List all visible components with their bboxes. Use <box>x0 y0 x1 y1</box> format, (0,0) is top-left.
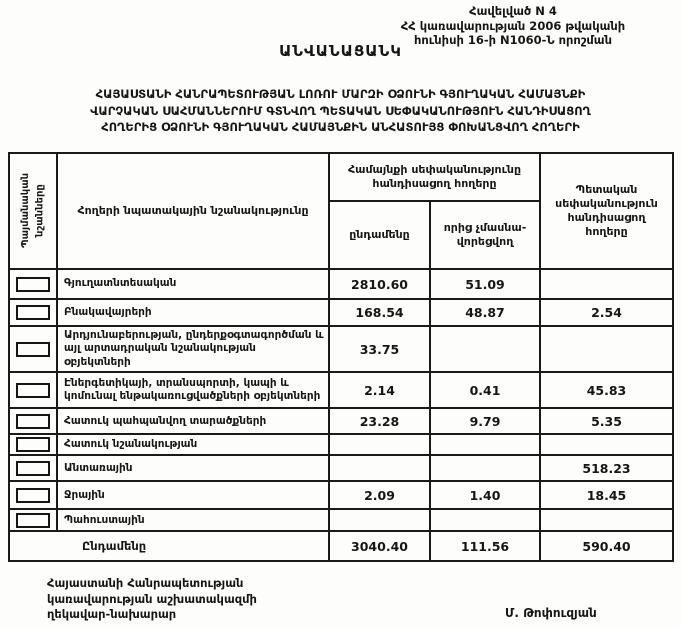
legend-symbol-box <box>16 341 50 357</box>
signatory-name: Մ. Թոփուզյան <box>505 606 597 620</box>
value-nonprivatized <box>429 454 541 483</box>
value-nonprivatized <box>429 433 541 457</box>
value-total: 168.54 <box>328 298 431 327</box>
symbol-cell <box>8 480 58 511</box>
table-row-industrial: Արդյունաբերության, ընդերքօգտագործման և ա… <box>8 324 674 374</box>
table-row-forest: Անտառային 518.23 <box>8 454 674 483</box>
symbol-cell <box>8 371 58 410</box>
land-category-label: Բնակավայրերի <box>56 298 330 327</box>
column-header-purpose: Հողերի նպատակային նշանակությունը <box>56 152 330 270</box>
legend-symbol-box <box>16 437 50 453</box>
office-line-3: ղեկավար-նախարար <box>47 607 177 621</box>
symbol-cell <box>8 454 58 483</box>
legend-symbol-box <box>16 276 50 292</box>
appendix-line-1: Հավելված N 4 <box>469 4 557 18</box>
value-total <box>328 454 431 483</box>
table-header-row-2: ընդամենը որից չմասնա­վորեցվող <box>9 200 673 270</box>
land-category-label: Հատուկ նշանակության <box>56 433 330 457</box>
column-header-symbols: Պայմանական նշանները <box>8 152 58 270</box>
value-nonprivatized: 9.79 <box>429 407 541 436</box>
subtitle-line-3: ՀՈՂԵՐԻՑ ՕՁՈՒՆԻ ԳՅՈՒՂԱԿԱՆ ՀԱՄԱՅՆՔԻՆ ԱՆՀԱՏ… <box>101 120 580 134</box>
table-row-special-purpose: Հատուկ նշանակության <box>8 433 674 457</box>
land-category-label: Արդյունաբերության, ընդերքօգտագործման և ա… <box>56 324 330 374</box>
table-row-agricultural: Գյուղատնտեսական 2810.60 51.09 <box>8 268 674 300</box>
value-state <box>539 324 674 374</box>
value-total: 23.28 <box>328 407 431 436</box>
document-title: ԱՆՎԱՆԱՑԱՆԿ <box>279 42 402 60</box>
symbol-cell <box>8 324 58 374</box>
table-row-residential: Բնակավայրերի 168.54 48.87 2.54 <box>8 298 674 327</box>
land-category-label: Ջրային <box>56 480 330 511</box>
table-header-row-1: Պայմանական նշանները Հողերի նպատակային նշ… <box>8 152 674 270</box>
symbol-cell <box>8 407 58 436</box>
table-row-grand-total: Ընդամենը 3040.40 111.56 590.40 <box>8 530 674 563</box>
appendix-line-2: ՀՀ կառավարության 2006 թվականի <box>400 18 626 33</box>
value-nonprivatized <box>429 508 541 533</box>
value-state: 518.23 <box>539 454 674 483</box>
total-value-nonprivatized: 111.56 <box>429 530 541 563</box>
value-total <box>328 508 431 533</box>
column-header-nonprivatized: որից չմասնա­վորեցվող <box>429 200 541 270</box>
appendix-reference: Հավելված N 4 ՀՀ կառավարության 2006 թվակա… <box>352 4 674 48</box>
column-header-total: ընդամենը <box>328 200 431 270</box>
value-total: 2.14 <box>328 371 431 410</box>
legend-symbol-box <box>16 382 50 398</box>
table-row-protected-areas: Հատուկ պահպանվող տարածքների 23.28 9.79 5… <box>8 407 674 436</box>
table-row-reserve: Պահուստային <box>8 508 674 533</box>
symbol-cell <box>8 268 58 300</box>
land-category-label: Հատուկ պահպանվող տարածքների <box>56 407 330 436</box>
column-header-symbols-label: Պայմանական նշանները <box>19 173 46 249</box>
land-category-label: Գյուղատնտեսական <box>56 268 330 300</box>
legend-symbol-box <box>16 512 50 528</box>
value-total <box>328 433 431 457</box>
value-nonprivatized: 48.87 <box>429 298 541 327</box>
value-state <box>539 268 674 300</box>
land-table: Պայմանական նշանները Հողերի նպատակային նշ… <box>8 152 674 563</box>
land-category-label: Անտառային <box>56 454 330 483</box>
legend-symbol-box <box>16 460 50 476</box>
value-state: 5.35 <box>539 407 674 436</box>
value-total: 33.75 <box>328 324 431 374</box>
value-nonprivatized: 1.40 <box>429 480 541 511</box>
column-header-state: Պետական սեփականություն հանդիսացող հողերը <box>539 152 674 270</box>
total-value-state: 590.40 <box>539 530 674 563</box>
value-total: 2810.60 <box>328 268 431 300</box>
value-total: 2.09 <box>328 480 431 511</box>
table-row-water: Ջրային 2.09 1.40 18.45 <box>8 480 674 511</box>
subtitle-line-1: ՀԱՅԱՍՏԱՆԻ ՀԱՆՐԱՊԵՏՈՒԹՅԱՆ ԼՈՌՈՒ ՄԱՐԶԻ ՕՁՈ… <box>95 87 586 101</box>
table-row-energy-transport: Էներգետիկայի, տրանսպորտի, կապի և կոմունա… <box>8 371 674 410</box>
value-nonprivatized <box>429 324 541 374</box>
land-category-label: Պահուստային <box>56 508 330 533</box>
symbol-cell <box>8 433 58 457</box>
legend-symbol-box <box>16 487 50 503</box>
column-header-community-group: Համայնքի սեփականությունը հանդիսացող հողե… <box>328 152 541 202</box>
value-nonprivatized: 51.09 <box>429 268 541 300</box>
legend-symbol-box <box>16 413 50 429</box>
total-value-total: 3040.40 <box>328 530 431 563</box>
value-state: 2.54 <box>539 298 674 327</box>
appendix-line-3: հունիսի 16-ի N1060-Ն որոշման <box>414 33 612 47</box>
value-nonprivatized: 0.41 <box>429 371 541 410</box>
value-state <box>539 508 674 533</box>
total-row-label: Ընդամենը <box>8 530 330 563</box>
subtitle-line-2: ՎԱՐՉԱԿԱՆ ՍԱՀՄԱՆՆԵՐՈՒՄ ԳՏՆՎՈՂ ՊԵՏԱԿԱՆ ՍԵՓ… <box>90 103 591 118</box>
symbol-cell <box>8 508 58 533</box>
value-state: 18.45 <box>539 480 674 511</box>
signature-office-block: Հայաստանի Հանրապետության կառավարության ա… <box>47 576 257 623</box>
office-line-2: կառավարության աշխատակազմի <box>47 591 257 606</box>
value-state: 45.83 <box>539 371 674 410</box>
land-category-label: Էներգետիկայի, տրանսպորտի, կապի և կոմունա… <box>56 371 330 410</box>
document-subtitle: ՀԱՅԱՍՏԱՆԻ ՀԱՆՐԱՊԵՏՈՒԹՅԱՆ ԼՈՌՈՒ ՄԱՐԶԻ ՕՁՈ… <box>0 86 681 136</box>
symbol-cell <box>8 298 58 327</box>
office-line-1: Հայաստանի Հանրապետության <box>47 576 244 590</box>
legend-symbol-box <box>16 305 50 320</box>
value-state <box>539 433 674 457</box>
